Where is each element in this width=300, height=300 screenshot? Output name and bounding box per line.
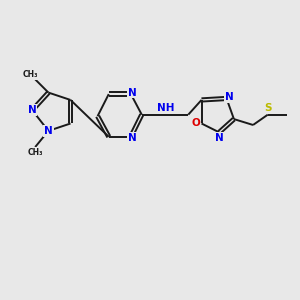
Text: CH₃: CH₃ — [27, 148, 43, 157]
Text: N: N — [215, 133, 224, 143]
Text: CH₃: CH₃ — [23, 70, 38, 80]
Text: N: N — [225, 92, 234, 102]
Text: NH: NH — [158, 103, 175, 113]
Text: N: N — [28, 105, 37, 115]
Text: S: S — [264, 103, 272, 113]
Text: N: N — [44, 126, 53, 136]
Text: N: N — [128, 88, 137, 98]
Text: N: N — [128, 133, 137, 143]
Text: O: O — [192, 118, 201, 128]
